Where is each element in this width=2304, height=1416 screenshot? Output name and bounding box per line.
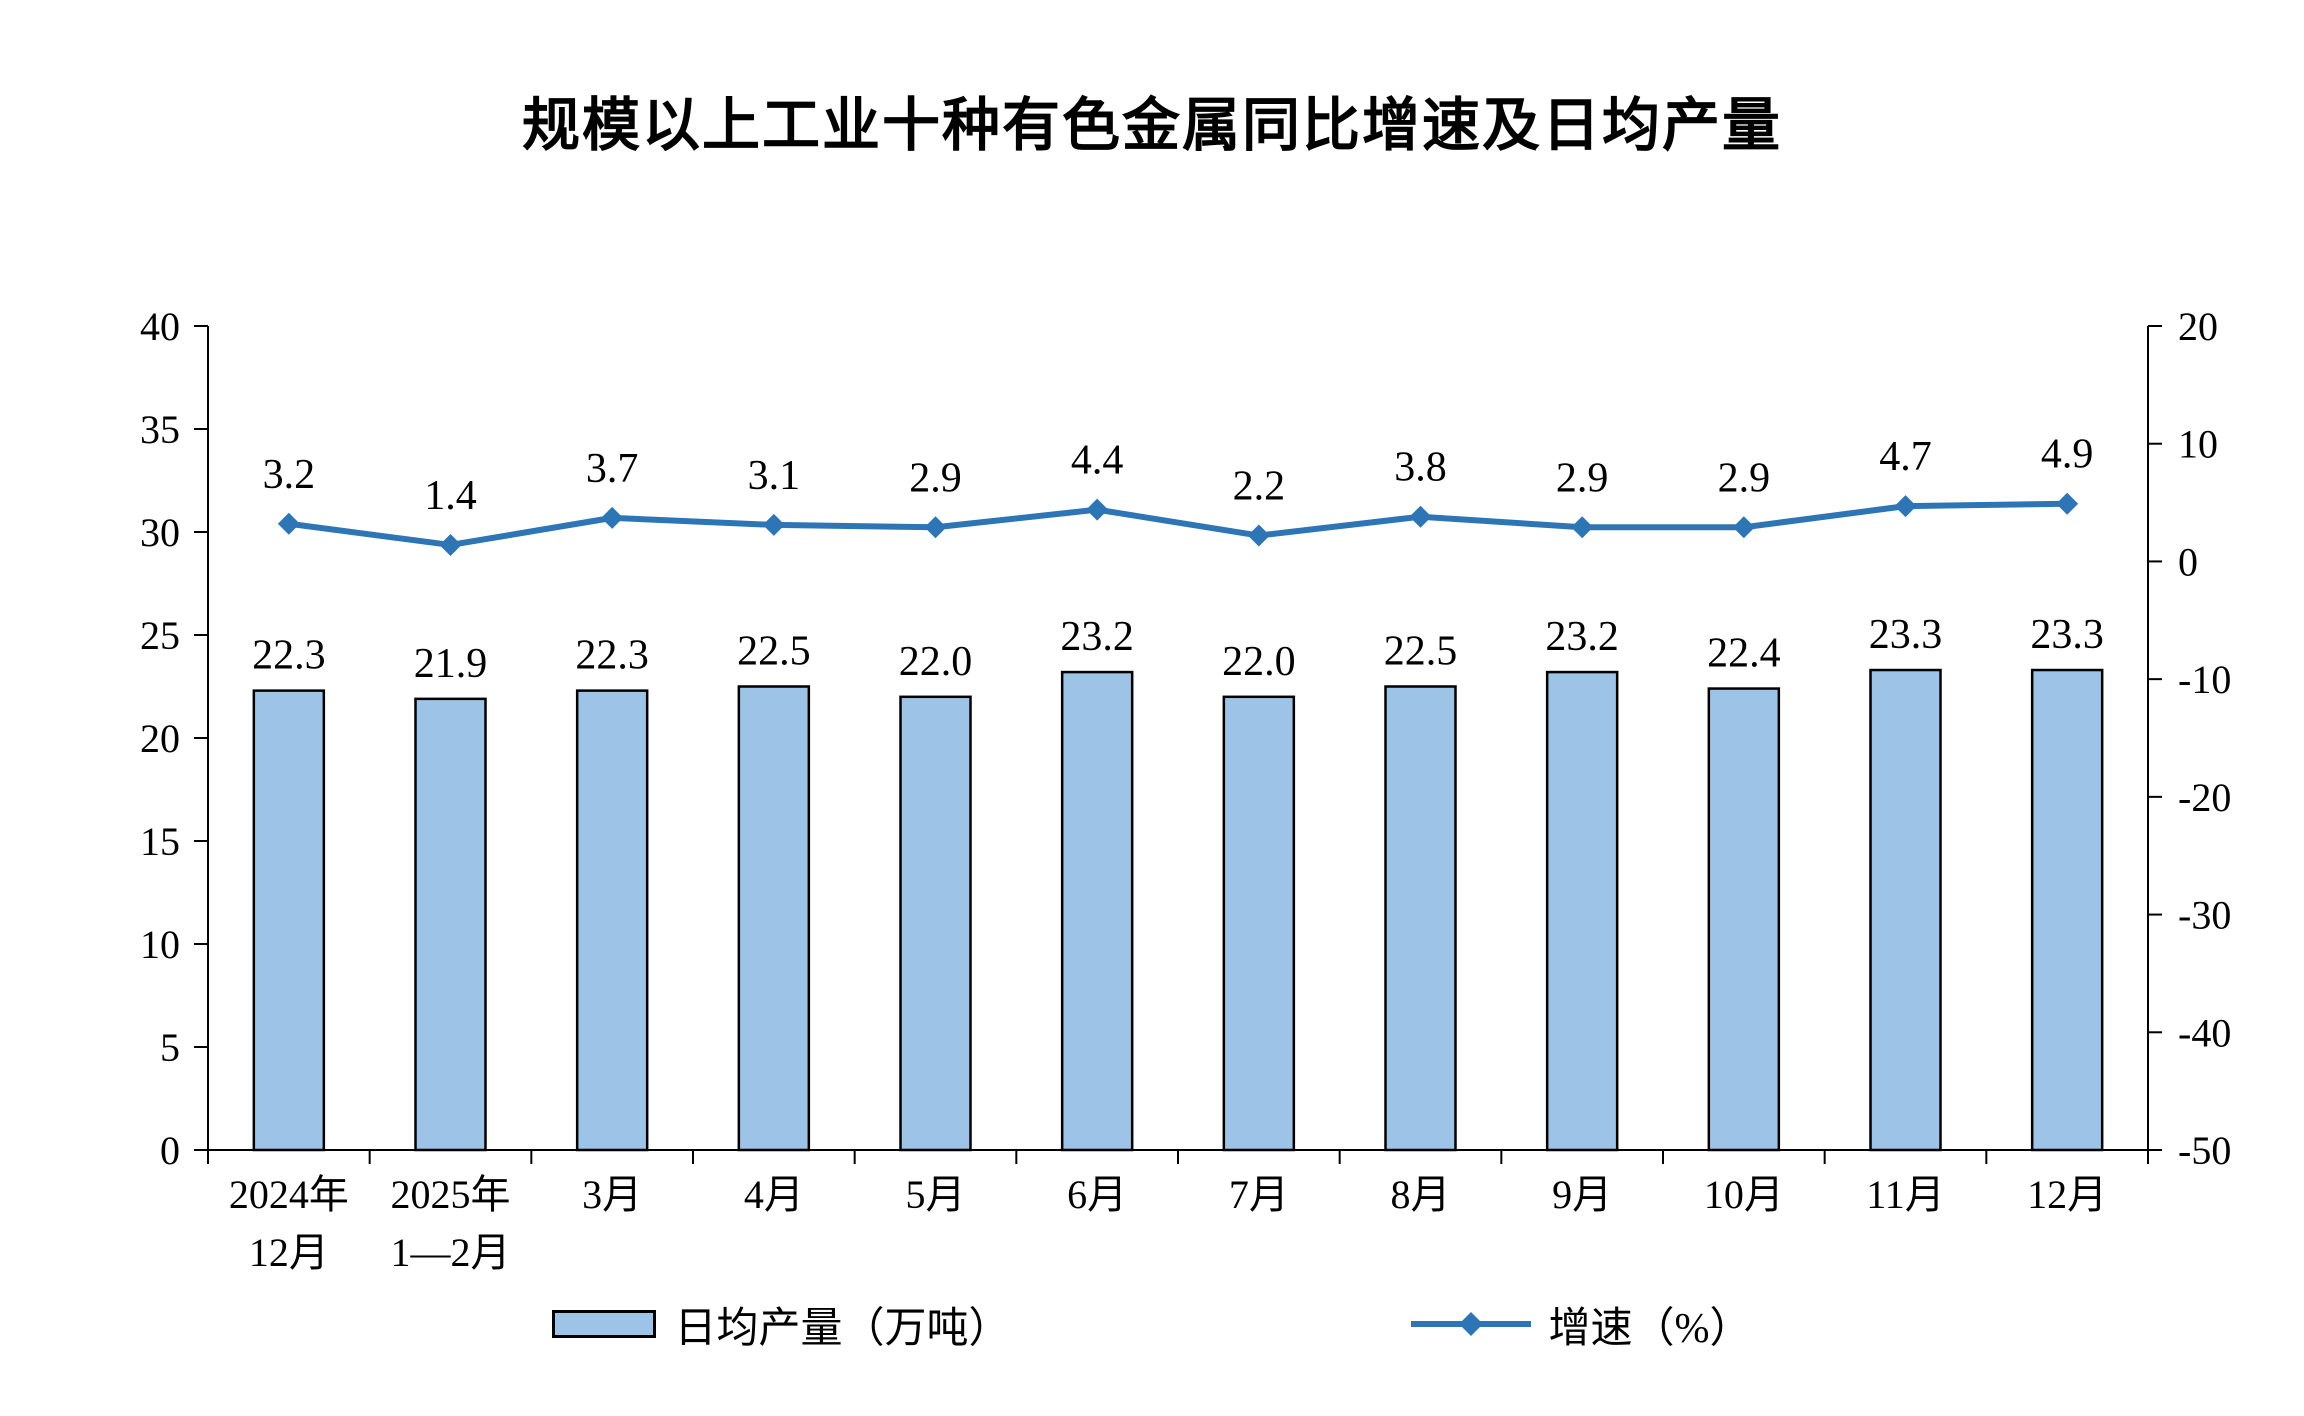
bar: [1060, 670, 1134, 1152]
line-value-label: 4.4: [1071, 438, 1124, 484]
category-label: 6月: [1067, 1172, 1127, 1217]
line-value-label: 4.9: [2041, 432, 2094, 478]
category-label: 10月: [1704, 1172, 1784, 1217]
left-axis-label: 5: [160, 1025, 180, 1070]
bar: [575, 689, 649, 1152]
legend: 日均产量（万吨） 增速（%）: [0, 1292, 2304, 1356]
left-axis-label: 25: [140, 613, 180, 658]
bar-value-label: 22.0: [1222, 639, 1296, 685]
category-label: 1—2月: [391, 1230, 511, 1275]
category-label: 12月: [2027, 1172, 2107, 1217]
bar: [1384, 685, 1457, 1152]
right-axis-label: -40: [2178, 1010, 2231, 1055]
bar-swatch-icon: [552, 1310, 657, 1338]
line-marker-icon: [762, 513, 785, 536]
bar: [252, 689, 326, 1152]
bar-value-label: 22.3: [252, 633, 326, 679]
right-axis-label: -50: [2178, 1128, 2231, 1173]
right-axis-label: -10: [2178, 657, 2231, 702]
line-value-label: 3.7: [586, 446, 639, 492]
legend-item-bars: 日均产量（万吨）: [552, 1292, 1011, 1356]
line-value-label: 3.8: [1394, 445, 1447, 491]
left-axis-label: 30: [140, 510, 180, 555]
diamond-marker-icon: [1458, 1311, 1483, 1337]
left-axis-label: 35: [140, 407, 180, 452]
right-axis-label: 10: [2178, 422, 2218, 467]
growth-line: [288, 500, 2068, 548]
bar: [899, 695, 972, 1152]
right-axis-label: -30: [2178, 893, 2231, 938]
bar: [1545, 670, 1619, 1152]
chart-title: 规模以上工业十种有色金属同比增速及日均产量: [521, 93, 1782, 158]
bar: [1707, 687, 1781, 1152]
bar-value-label: 21.9: [414, 641, 488, 687]
right-axis-label: 20: [2178, 304, 2218, 349]
category-label: 5月: [906, 1172, 966, 1217]
line-marker-icon: [924, 516, 947, 539]
left-axis-label: 0: [160, 1128, 180, 1173]
category-label: 8月: [1391, 1172, 1451, 1217]
right-axis-label: -20: [2178, 775, 2231, 820]
line-value-label: 2.2: [1233, 464, 1286, 510]
line-marker-icon: [1571, 516, 1594, 539]
legend-item-line: 增速（%）: [1410, 1292, 1752, 1356]
legend-label-bars: 日均产量（万吨）: [674, 1305, 1011, 1352]
left-axis-label: 20: [140, 716, 180, 761]
line-value-label: 2.9: [909, 455, 962, 501]
bar-value-label: 22.3: [575, 633, 649, 679]
category-label: 3月: [582, 1172, 642, 1217]
legend-label-line: 增速（%）: [1548, 1305, 1752, 1352]
line-value-label: 2.9: [1718, 455, 1771, 501]
bar-value-label: 23.3: [1869, 612, 1943, 658]
category-label: 2024年: [229, 1172, 349, 1217]
line-marker-icon: [1086, 498, 1109, 521]
bar-value-label: 22.0: [899, 639, 973, 685]
bar-value-label: 23.2: [1060, 614, 1134, 660]
bar: [1869, 668, 1942, 1152]
line-marker-icon: [1409, 505, 1432, 528]
line-marker-icon: [439, 533, 462, 556]
bar: [2030, 668, 2104, 1152]
line-value-label: 2.9: [1556, 455, 1609, 501]
bar: [737, 685, 811, 1152]
category-label: 11月: [1866, 1172, 1945, 1217]
line-value-label: 3.2: [263, 452, 316, 498]
line-swatch-icon: [1410, 1311, 1531, 1337]
left-axis-label: 15: [140, 819, 180, 864]
bar-value-label: 22.5: [737, 629, 811, 675]
line-marker-icon: [1247, 524, 1270, 547]
line-marker-icon: [1894, 495, 1917, 518]
line-marker-icon: [601, 506, 624, 529]
bar-value-label: 23.3: [2030, 612, 2104, 658]
right-axis-label: 0: [2178, 539, 2198, 584]
bar-value-label: 23.2: [1545, 614, 1619, 660]
bar: [414, 697, 487, 1152]
bar: [1222, 695, 1296, 1152]
line-marker-icon: [2056, 492, 2079, 515]
bar-value-label: 22.4: [1707, 631, 1781, 677]
category-label: 4月: [744, 1172, 804, 1217]
line-value-label: 1.4: [424, 473, 477, 519]
line-value-label: 4.7: [1879, 434, 1932, 480]
category-label: 9月: [1552, 1172, 1612, 1217]
left-axis-label: 40: [140, 304, 180, 349]
left-axis-label: 10: [140, 922, 180, 967]
line-marker-icon: [1732, 516, 1755, 539]
category-label: 2025年: [391, 1172, 511, 1217]
category-label: 12月: [249, 1230, 329, 1275]
line-value-label: 3.1: [748, 453, 801, 499]
category-label: 7月: [1229, 1172, 1289, 1217]
bar-value-label: 22.5: [1384, 629, 1458, 675]
line-marker-icon: [277, 512, 300, 535]
